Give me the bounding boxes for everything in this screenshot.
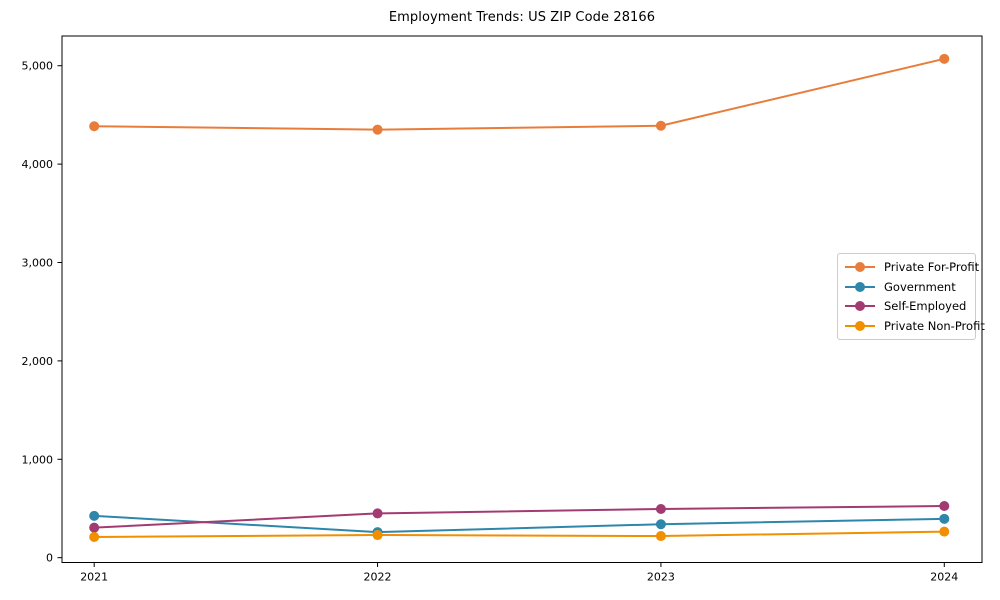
data-point-private-non-profit-2024 (939, 526, 950, 537)
x-axis-tick-label: 2022 (364, 571, 392, 584)
data-point-private-non-profit-2023 (655, 531, 666, 542)
legend-item-self-employed: Self-Employed (845, 297, 975, 315)
y-axis-tick-label: 0 (46, 552, 53, 565)
legend-item-private-non-profit: Private Non-Profit (845, 317, 985, 335)
legend-label: Government (884, 279, 956, 294)
data-point-private-non-profit-2022 (372, 530, 383, 541)
y-axis-tick-label: 5,000 (22, 60, 54, 73)
series-line-government (94, 514, 945, 534)
data-point-self-employed-2022 (372, 508, 383, 519)
line-marker-icon (845, 320, 875, 332)
series-line-self-employed (94, 505, 945, 529)
y-axis-tick-label: 1,000 (22, 453, 54, 466)
data-point-self-employed-2023 (655, 503, 666, 514)
data-point-government-2021 (89, 510, 100, 521)
legend-item-private-for-profit: Private For-Profit (845, 258, 979, 276)
y-axis-tick-label: 2,000 (22, 355, 54, 368)
data-point-private-for-profit-2022 (372, 124, 383, 135)
data-point-self-employed-2024 (939, 501, 950, 512)
line-marker-icon (845, 300, 875, 312)
legend-label: Private Non-Profit (884, 319, 985, 334)
line-marker-icon (845, 281, 875, 293)
y-axis-tick-label: 4,000 (22, 158, 54, 171)
data-point-self-employed-2021 (89, 522, 100, 533)
line-marker-icon (845, 261, 875, 273)
legend-label: Private For-Profit (884, 259, 980, 274)
data-point-government-2023 (655, 519, 666, 530)
legend-label: Self-Employed (884, 299, 967, 314)
y-axis-tick-label: 3,000 (22, 257, 54, 270)
series-line-private-for-profit (94, 57, 945, 131)
legend-item-government: Government (845, 278, 975, 296)
x-axis-tick-label: 2021 (80, 571, 108, 584)
data-point-private-for-profit-2021 (89, 121, 100, 132)
data-point-private-for-profit-2023 (655, 120, 666, 131)
legend: Private For-Profit Government Self-Emplo… (837, 253, 985, 340)
data-point-private-for-profit-2024 (939, 53, 950, 64)
axes-frame (61, 35, 983, 563)
x-axis-tick-label: 2023 (647, 571, 675, 584)
chart-title: Employment Trends: US ZIP Code 28166 (388, 10, 656, 25)
data-point-private-non-profit-2021 (89, 532, 100, 543)
x-axis-tick-label: 2024 (930, 571, 958, 584)
data-point-government-2024 (939, 513, 950, 524)
series-line-private-non-profit (94, 530, 945, 539)
